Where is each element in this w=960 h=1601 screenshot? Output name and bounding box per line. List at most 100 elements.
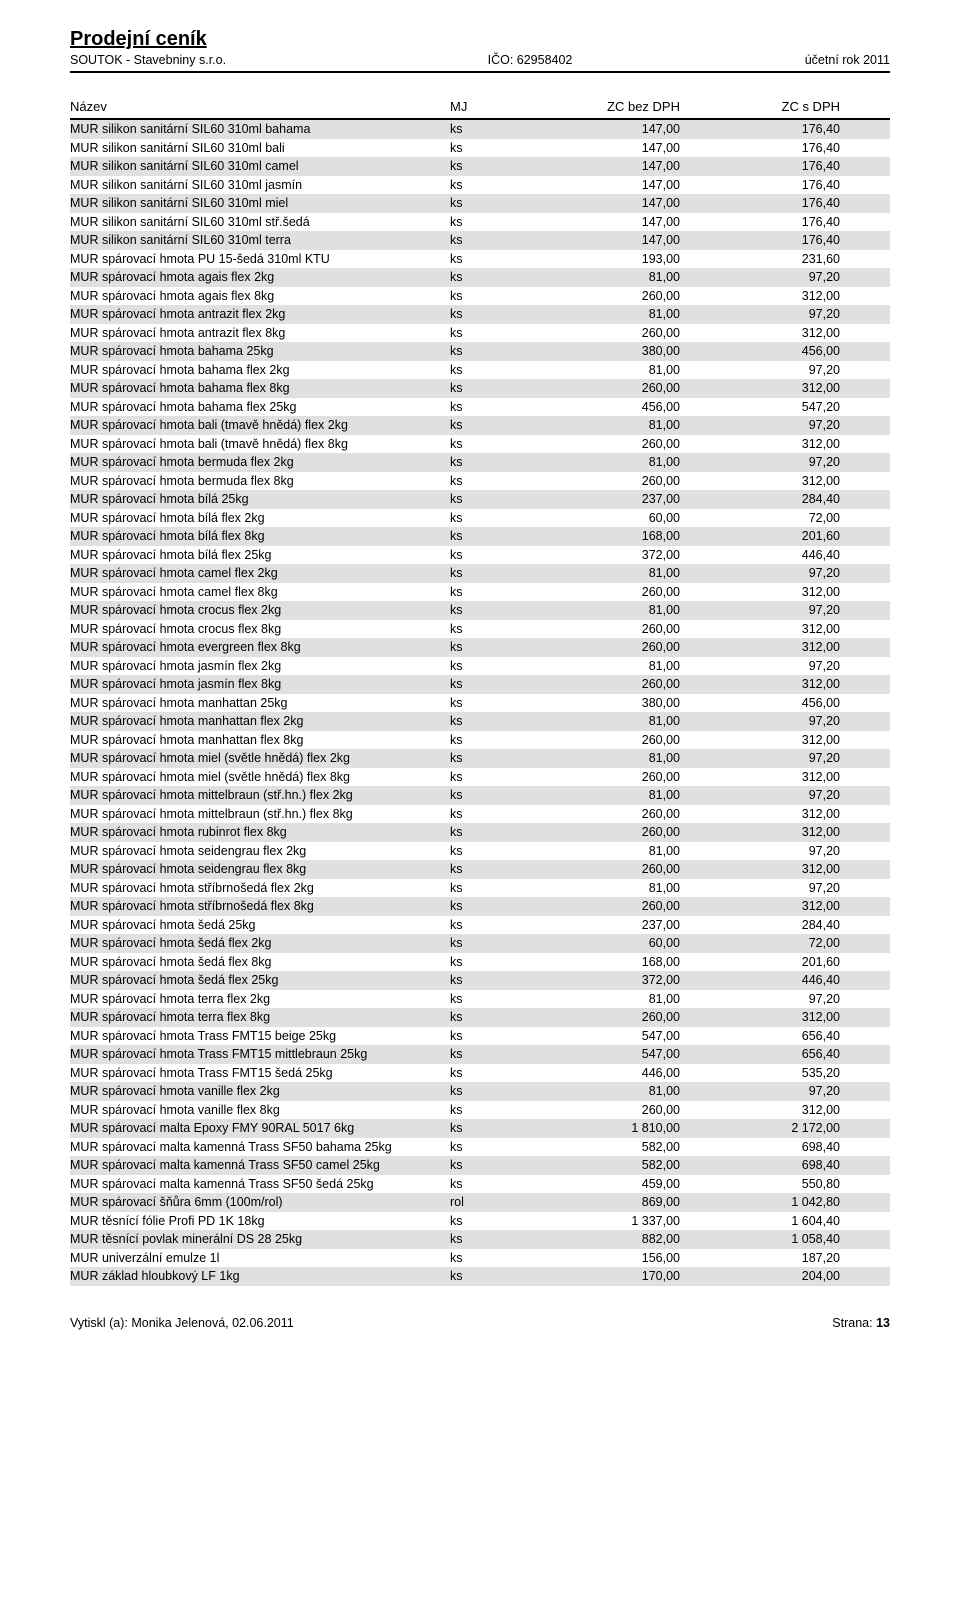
cell-name: MUR spárovací hmota bahama flex 25kg bbox=[70, 398, 450, 417]
table-row: MUR spárovací hmota terra flex 8kgks260,… bbox=[70, 1008, 890, 1027]
cell-zc-s-dph: 284,40 bbox=[680, 490, 840, 509]
table-row: MUR spárovací hmota bahama flex 2kgks81,… bbox=[70, 361, 890, 380]
cell-mj: ks bbox=[450, 1175, 520, 1194]
table-row: MUR spárovací hmota bahama 25kgks380,004… bbox=[70, 342, 890, 361]
cell-mj: ks bbox=[450, 1212, 520, 1231]
cell-name: MUR spárovací hmota terra flex 2kg bbox=[70, 990, 450, 1009]
cell-mj: ks bbox=[450, 879, 520, 898]
cell-zc-s-dph: 656,40 bbox=[680, 1027, 840, 1046]
cell-mj: ks bbox=[450, 1267, 520, 1286]
cell-zc-s-dph: 312,00 bbox=[680, 379, 840, 398]
cell-mj: ks bbox=[450, 250, 520, 269]
table-row: MUR spárovací šňůra 6mm (100m/rol)rol869… bbox=[70, 1193, 890, 1212]
cell-zc-s-dph: 547,20 bbox=[680, 398, 840, 417]
cell-mj: ks bbox=[450, 805, 520, 824]
cell-zc-bez-dph: 456,00 bbox=[520, 398, 680, 417]
cell-name: MUR spárovací hmota seidengrau flex 8kg bbox=[70, 860, 450, 879]
cell-zc-s-dph: 97,20 bbox=[680, 601, 840, 620]
table-row: MUR spárovací hmota šedá flex 25kgks372,… bbox=[70, 971, 890, 990]
cell-mj: ks bbox=[450, 601, 520, 620]
cell-zc-bez-dph: 81,00 bbox=[520, 879, 680, 898]
cell-mj: ks bbox=[450, 324, 520, 343]
table-row: MUR silikon sanitární SIL60 310ml mielks… bbox=[70, 194, 890, 213]
cell-mj: ks bbox=[450, 398, 520, 417]
table-row: MUR základ hloubkový LF 1kgks170,00204,0… bbox=[70, 1267, 890, 1286]
cell-mj: ks bbox=[450, 675, 520, 694]
cell-mj: ks bbox=[450, 1138, 520, 1157]
cell-mj: ks bbox=[450, 305, 520, 324]
cell-name: MUR spárovací malta Epoxy FMY 90RAL 5017… bbox=[70, 1119, 450, 1138]
cell-mj: ks bbox=[450, 231, 520, 250]
table-row: MUR spárovací hmota miel (světle hnědá) … bbox=[70, 749, 890, 768]
table-row: MUR spárovací hmota crocus flex 8kgks260… bbox=[70, 620, 890, 639]
cell-name: MUR silikon sanitární SIL60 310ml camel bbox=[70, 157, 450, 176]
cell-zc-s-dph: 176,40 bbox=[680, 194, 840, 213]
table-row: MUR spárovací hmota bílá flex 2kgks60,00… bbox=[70, 509, 890, 528]
cell-zc-bez-dph: 81,00 bbox=[520, 786, 680, 805]
cell-mj: ks bbox=[450, 953, 520, 972]
cell-zc-s-dph: 535,20 bbox=[680, 1064, 840, 1083]
cell-name: MUR spárovací hmota manhattan flex 8kg bbox=[70, 731, 450, 750]
document-title: Prodejní ceník bbox=[70, 28, 890, 51]
cell-zc-s-dph: 97,20 bbox=[680, 416, 840, 435]
col-header-zc2: ZC s DPH bbox=[680, 99, 840, 114]
cell-mj: ks bbox=[450, 768, 520, 787]
cell-mj: ks bbox=[450, 1064, 520, 1083]
cell-zc-s-dph: 312,00 bbox=[680, 1008, 840, 1027]
cell-zc-bez-dph: 81,00 bbox=[520, 990, 680, 1009]
cell-zc-bez-dph: 81,00 bbox=[520, 416, 680, 435]
cell-mj: ks bbox=[450, 509, 520, 528]
cell-zc-s-dph: 176,40 bbox=[680, 176, 840, 195]
cell-mj: ks bbox=[450, 213, 520, 232]
table-row: MUR silikon sanitární SIL60 310ml bahama… bbox=[70, 120, 890, 139]
cell-zc-s-dph: 97,20 bbox=[680, 786, 840, 805]
cell-zc-s-dph: 312,00 bbox=[680, 675, 840, 694]
cell-mj: ks bbox=[450, 120, 520, 139]
cell-zc-bez-dph: 380,00 bbox=[520, 342, 680, 361]
cell-zc-bez-dph: 380,00 bbox=[520, 694, 680, 713]
cell-zc-s-dph: 97,20 bbox=[680, 305, 840, 324]
cell-mj: ks bbox=[450, 842, 520, 861]
table-row: MUR spárovací hmota bílá 25kgks237,00284… bbox=[70, 490, 890, 509]
cell-mj: ks bbox=[450, 1249, 520, 1268]
cell-name: MUR spárovací malta kamenná Trass SF50 b… bbox=[70, 1138, 450, 1157]
cell-mj: ks bbox=[450, 823, 520, 842]
table-row: MUR spárovací hmota agais flex 2kgks81,0… bbox=[70, 268, 890, 287]
table-row: MUR spárovací hmota Trass FMT15 mittlebr… bbox=[70, 1045, 890, 1064]
cell-name: MUR spárovací hmota antrazit flex 2kg bbox=[70, 305, 450, 324]
cell-name: MUR spárovací hmota bílá flex 2kg bbox=[70, 509, 450, 528]
cell-zc-bez-dph: 372,00 bbox=[520, 546, 680, 565]
cell-zc-s-dph: 72,00 bbox=[680, 509, 840, 528]
cell-name: MUR spárovací hmota camel flex 2kg bbox=[70, 564, 450, 583]
cell-mj: ks bbox=[450, 916, 520, 935]
cell-zc-bez-dph: 147,00 bbox=[520, 231, 680, 250]
cell-name: MUR spárovací hmota vanille flex 2kg bbox=[70, 1082, 450, 1101]
footer-right: Strana: 13 bbox=[832, 1316, 890, 1330]
cell-zc-bez-dph: 582,00 bbox=[520, 1156, 680, 1175]
cell-zc-s-dph: 201,60 bbox=[680, 953, 840, 972]
cell-zc-s-dph: 97,20 bbox=[680, 1082, 840, 1101]
cell-name: MUR spárovací hmota Trass FMT15 šedá 25k… bbox=[70, 1064, 450, 1083]
table-row: MUR silikon sanitární SIL60 310ml camelk… bbox=[70, 157, 890, 176]
cell-zc-bez-dph: 147,00 bbox=[520, 139, 680, 158]
cell-name: MUR základ hloubkový LF 1kg bbox=[70, 1267, 450, 1286]
cell-zc-bez-dph: 81,00 bbox=[520, 268, 680, 287]
cell-zc-bez-dph: 260,00 bbox=[520, 768, 680, 787]
cell-zc-bez-dph: 582,00 bbox=[520, 1138, 680, 1157]
cell-zc-bez-dph: 260,00 bbox=[520, 379, 680, 398]
cell-mj: ks bbox=[450, 1156, 520, 1175]
table-row: MUR spárovací hmota agais flex 8kgks260,… bbox=[70, 287, 890, 306]
cell-zc-bez-dph: 81,00 bbox=[520, 842, 680, 861]
cell-name: MUR spárovací hmota mittelbraun (stř.hn.… bbox=[70, 805, 450, 824]
cell-name: MUR spárovací hmota bahama flex 2kg bbox=[70, 361, 450, 380]
cell-zc-bez-dph: 147,00 bbox=[520, 194, 680, 213]
cell-zc-s-dph: 176,40 bbox=[680, 157, 840, 176]
header-rule bbox=[70, 71, 890, 73]
cell-name: MUR spárovací hmota stříbrnošedá flex 2k… bbox=[70, 879, 450, 898]
table-row: MUR spárovací malta kamenná Trass SF50 b… bbox=[70, 1138, 890, 1157]
cell-name: MUR spárovací hmota bermuda flex 8kg bbox=[70, 472, 450, 491]
cell-name: MUR spárovací hmota antrazit flex 8kg bbox=[70, 324, 450, 343]
footer-page-label: Strana: bbox=[832, 1316, 872, 1330]
cell-zc-bez-dph: 260,00 bbox=[520, 805, 680, 824]
table-row: MUR spárovací hmota Trass FMT15 beige 25… bbox=[70, 1027, 890, 1046]
